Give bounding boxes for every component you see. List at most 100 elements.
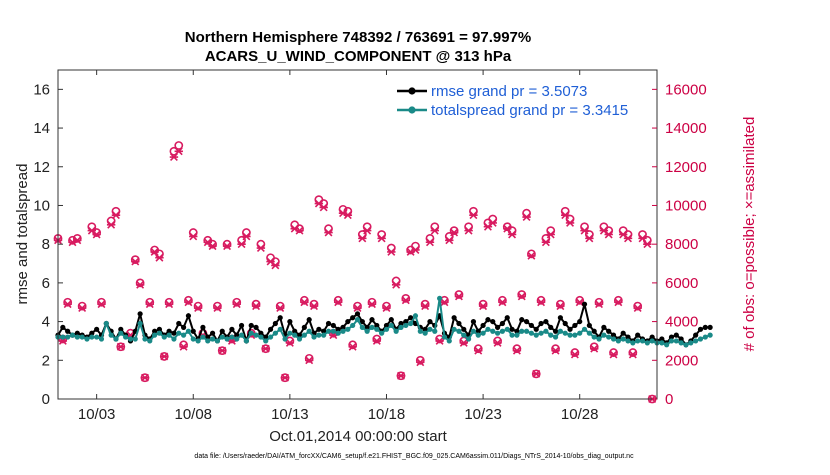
rmse-point (649, 334, 655, 340)
rmse-point (176, 320, 182, 327)
obs-assimilated-point (271, 261, 280, 270)
obs-assimilated-point (358, 234, 367, 243)
rmse-point (572, 322, 578, 329)
rmse-point (577, 318, 583, 325)
obs-assimilated-point (570, 350, 580, 359)
totalspread-point (485, 326, 491, 332)
x-tick-label: 10/03 (78, 406, 116, 423)
obs-assimilated-point (512, 346, 522, 355)
totalspread-point (306, 328, 312, 334)
chart-title: Northern Hemisphere 748392 / 763691 = 97… (185, 29, 531, 46)
y-tick-label-right: 4000 (665, 314, 698, 331)
obs-possible-point (97, 297, 106, 307)
totalspread-point (209, 336, 216, 342)
obs-assimilated-point (474, 346, 483, 355)
rmse-point (586, 322, 592, 329)
totalspread-point (393, 328, 399, 334)
totalspread-point (586, 330, 592, 336)
totalspread-point (243, 338, 249, 344)
obs-assimilated-point (507, 230, 517, 239)
totalspread-point (683, 342, 689, 348)
obs-assimilated-point (232, 300, 241, 309)
obs-markers (53, 141, 657, 404)
obs-assimilated-point (590, 344, 599, 353)
obs-assimilated-point (377, 234, 386, 243)
x-tick-label: 10/23 (464, 406, 502, 423)
totalspread-point (523, 328, 530, 334)
rmse-point (369, 317, 375, 323)
obs-assimilated-point (174, 147, 183, 156)
obs-possible-point (527, 249, 536, 259)
totalspread-point (606, 334, 612, 340)
rmse-point (345, 318, 351, 325)
totalspread-point (214, 338, 221, 344)
obs-assimilated-point (304, 356, 314, 365)
totalspread-point (398, 324, 404, 330)
x-axis-label: Oct.01,2014 00:00:00 start (269, 428, 447, 445)
obs-assimilated-point (382, 304, 391, 313)
totalspread-point (528, 330, 535, 336)
totalspread-point (311, 334, 317, 340)
obs-possible-point (551, 344, 560, 354)
totalspread-point (185, 328, 192, 334)
totalspread-point (664, 342, 670, 348)
rmse-point (137, 311, 143, 317)
obs-assimilated-point (420, 302, 430, 311)
rmse-point (301, 324, 307, 330)
obs-assimilated-point (430, 226, 439, 235)
totalspread-point (475, 332, 481, 338)
totalspread-point (388, 322, 394, 329)
rmse-point (548, 324, 554, 330)
rmse-point (673, 332, 679, 338)
totalspread-point (69, 332, 76, 338)
totalspread-point (161, 334, 167, 340)
totalspread-point (340, 328, 346, 334)
totalspread-point (321, 332, 327, 338)
obs-possible-point (348, 340, 358, 350)
totalspread-point (678, 340, 684, 346)
obs-assimilated-point (416, 358, 425, 367)
obs-possible-point (145, 297, 155, 307)
totalspread-point (325, 328, 332, 334)
obs-assimilated-point (522, 213, 531, 222)
obs-possible-point (222, 239, 232, 249)
obs-assimilated-point (309, 302, 319, 311)
obs-possible-point (184, 295, 193, 305)
y-axis-label: rmse and totalspread (14, 164, 31, 305)
totalspread-point (412, 313, 419, 319)
obs-possible-point (275, 301, 285, 311)
totalspread-point (437, 295, 443, 301)
rmse-point (470, 318, 477, 325)
obs-assimilated-point (478, 302, 488, 311)
rmse-point (509, 326, 515, 332)
totalspread-point (219, 334, 225, 340)
obs-possible-point (72, 233, 82, 243)
obs-possible-point (628, 348, 638, 357)
obs-possible-point (174, 141, 184, 150)
totalspread-point (427, 326, 433, 332)
obs-assimilated-point (63, 300, 72, 309)
totalspread-point (461, 332, 467, 338)
totalspread-point (137, 320, 143, 327)
legend-marker-rmse (408, 87, 416, 95)
totalspread-point (673, 338, 679, 344)
rmse-point (581, 301, 588, 307)
rmse-point (480, 322, 486, 329)
obs-possible-point (478, 299, 488, 309)
rmse-point (267, 326, 274, 332)
totalspread-point (60, 334, 66, 340)
rmse-point (277, 315, 283, 321)
totalspread-point (451, 326, 457, 332)
totalspread-point (379, 330, 385, 336)
obs-assimilated-point (77, 304, 87, 313)
totalspread-point (538, 330, 544, 336)
obs-assimilated-point (532, 369, 541, 378)
totalspread-point (200, 334, 206, 340)
totalspread-point (84, 336, 90, 342)
obs-assimilated-point (633, 304, 642, 313)
obs-possible-point (372, 334, 382, 344)
obs-possible-point (589, 342, 599, 352)
obs-possible-point (633, 301, 643, 311)
totalspread-point (548, 332, 554, 338)
obs-assimilated-point (276, 304, 285, 313)
